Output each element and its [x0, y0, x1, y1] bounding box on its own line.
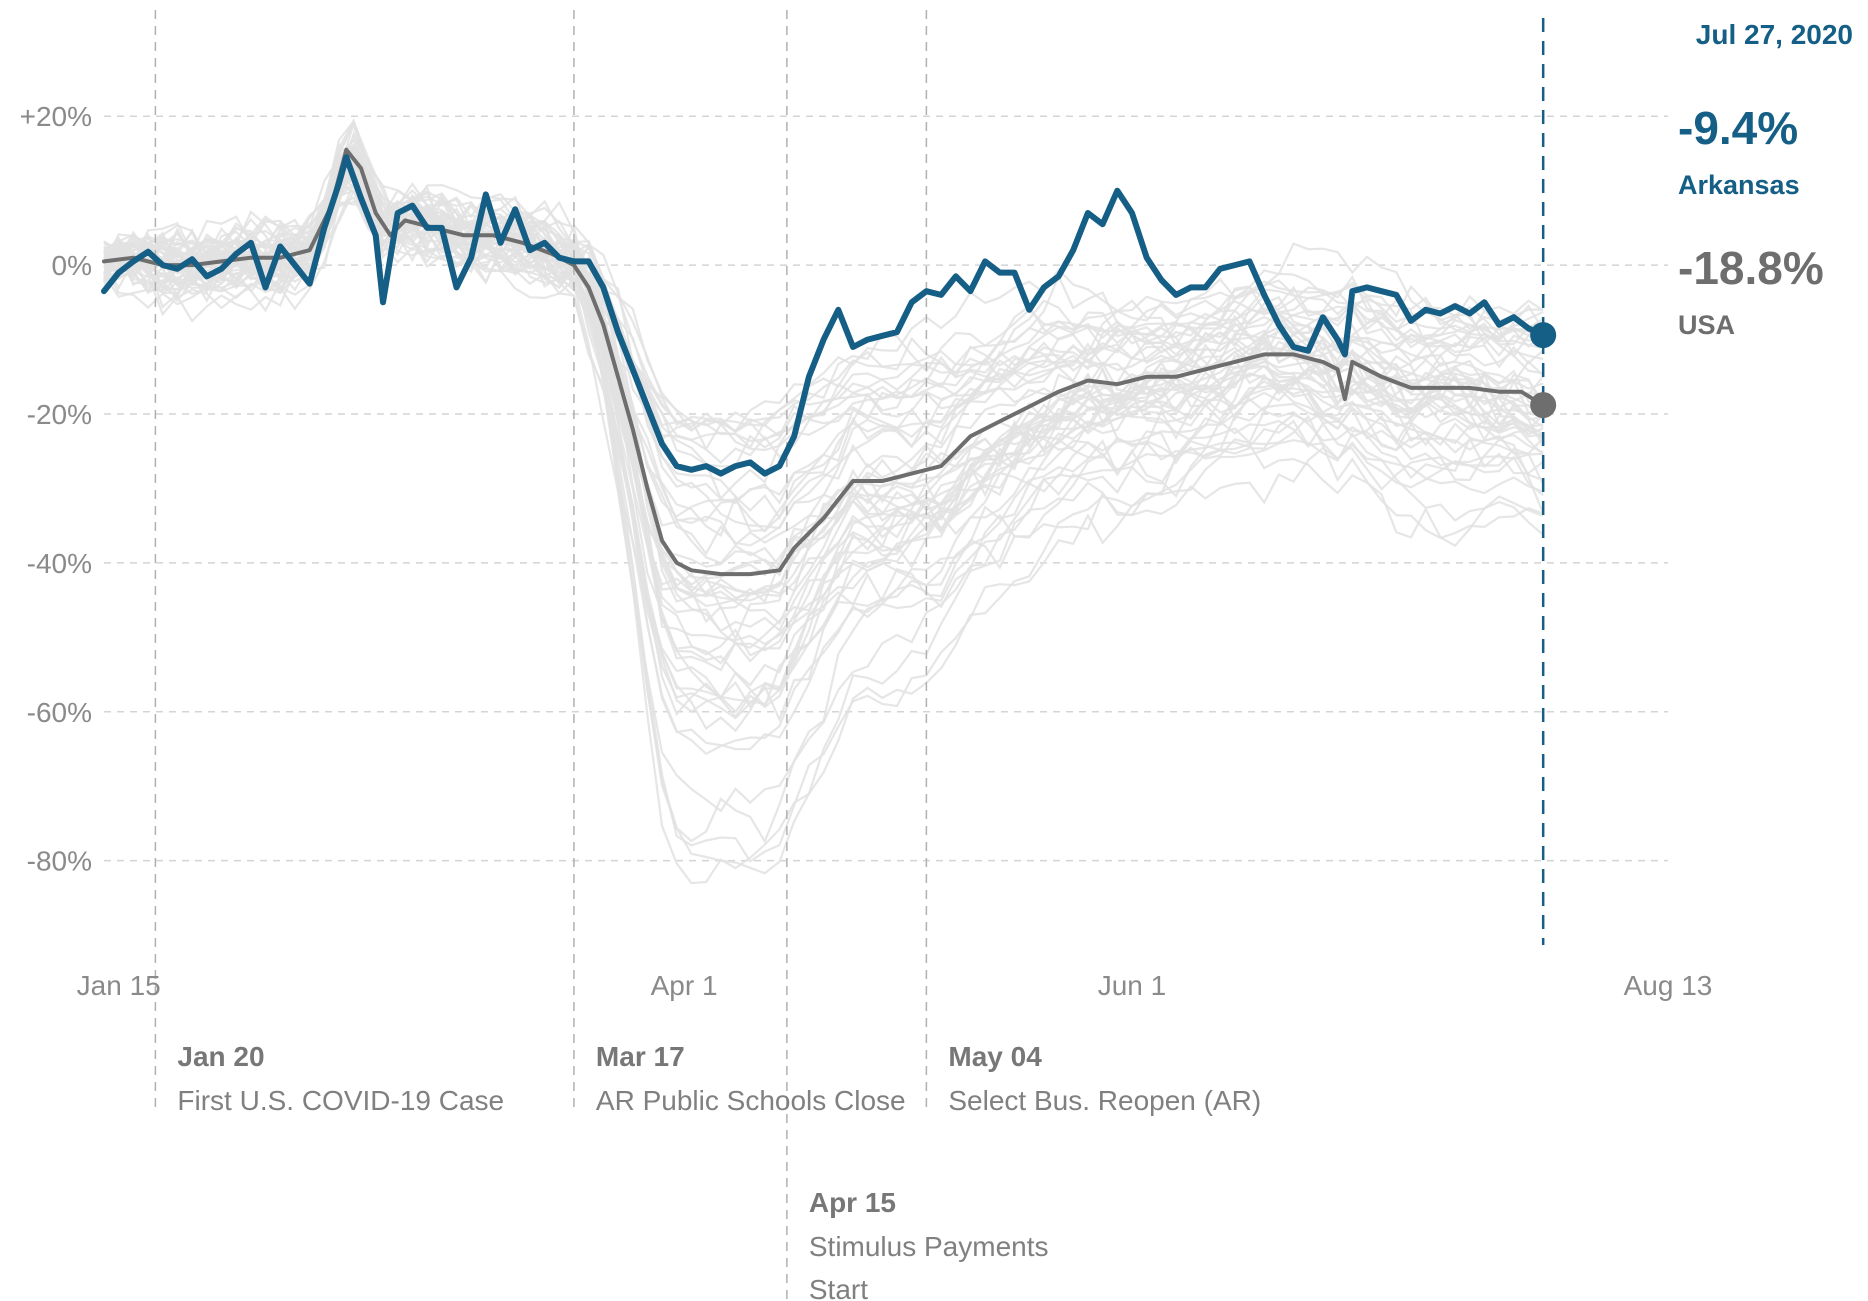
event-lines — [154, 10, 1545, 1301]
y-tick-label: +20% — [20, 101, 92, 132]
x-axis: Jan 15 Apr 1 Jun 1 Aug 13 — [77, 970, 1713, 1001]
event-description: Select Bus. Reopen (AR) — [948, 1085, 1261, 1116]
event-description: Start — [809, 1274, 868, 1301]
arkansas-end-point — [1530, 322, 1557, 349]
background-state-line — [103, 200, 1544, 604]
background-state-lines — [102, 117, 1545, 885]
x-tick-label: Jan 15 — [77, 970, 161, 1001]
y-tick-label: -80% — [27, 846, 92, 877]
event-annotations: Jan 20 First U.S. COVID-19 Case Mar 17 AR P… — [177, 1041, 1261, 1301]
background-state-line — [103, 181, 1544, 452]
event-description: Stimulus Payments — [809, 1231, 1049, 1262]
usa-line — [102, 147, 1546, 577]
event-description: First U.S. COVID-19 Case — [177, 1085, 504, 1116]
series-lines — [101, 147, 1557, 577]
background-state-line — [103, 188, 1544, 533]
arkansas-line — [101, 154, 1547, 477]
usa-name-label: USA — [1678, 310, 1735, 340]
background-state-line — [103, 161, 1544, 429]
y-tick-label: -20% — [27, 399, 92, 430]
event-date-label: Jan 20 — [177, 1041, 264, 1072]
event-description: AR Public Schools Close — [596, 1085, 906, 1116]
background-state-line — [103, 199, 1544, 595]
x-tick-label: Apr 1 — [651, 970, 718, 1001]
arkansas-name-label: Arkansas — [1678, 170, 1800, 200]
y-axis: +20% 0% -20% -40% -60% -80% — [20, 101, 92, 876]
gridlines — [104, 115, 1668, 862]
usa-end-point — [1530, 392, 1557, 419]
background-state-line — [103, 119, 1544, 521]
event-date-label: May 04 — [948, 1041, 1042, 1072]
event-date-label: Mar 17 — [596, 1041, 685, 1072]
highlight-date: Jul 27, 2020 — [1696, 19, 1853, 50]
highlight-readout: Jul 27, 2020 -9.4% Arkansas -18.8% USA — [1678, 19, 1853, 340]
arkansas-value-label: -9.4% — [1678, 102, 1798, 154]
background-state-line — [103, 168, 1545, 441]
x-tick-label: Jun 1 — [1098, 970, 1167, 1001]
usa-value-label: -18.8% — [1678, 242, 1824, 294]
x-tick-label: Aug 13 — [1624, 970, 1713, 1001]
y-tick-label: -40% — [27, 548, 92, 579]
event-date-label: Apr 15 — [809, 1187, 896, 1218]
background-state-line — [103, 142, 1544, 464]
y-tick-label: 0% — [52, 250, 92, 281]
y-tick-label: -60% — [27, 697, 92, 728]
background-state-line — [103, 178, 1544, 586]
